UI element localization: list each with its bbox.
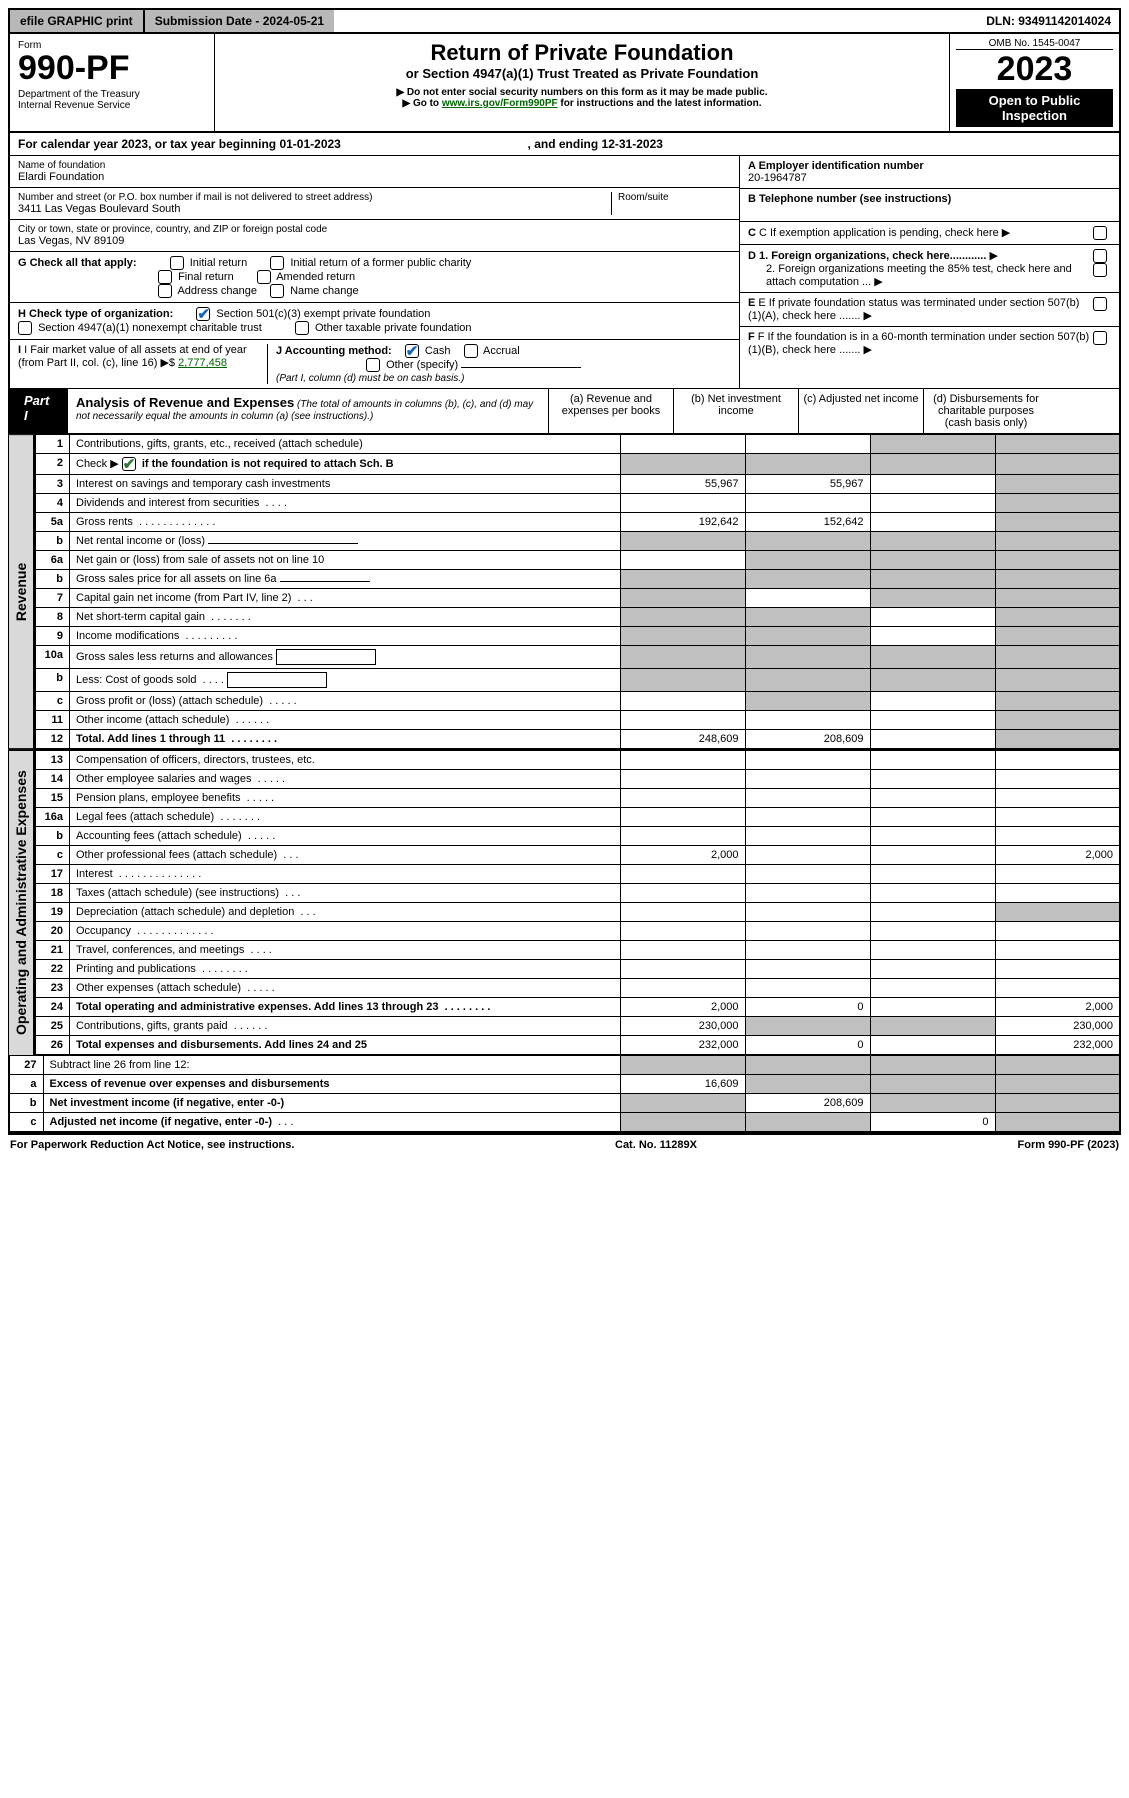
section-d: D 1. Foreign organizations, check here..… [740, 245, 1119, 293]
r24-d: 2,000 [995, 998, 1120, 1017]
amended-return-checkbox[interactable] [257, 270, 271, 284]
expenses-table: 13Compensation of officers, directors, t… [35, 750, 1121, 1055]
efile-print-button[interactable]: efile GRAPHIC print [10, 10, 145, 32]
name-label: Name of foundation [18, 160, 731, 171]
r16c-a: 2,000 [620, 846, 745, 865]
open-public-badge: Open to Public Inspection [956, 89, 1113, 127]
telephone-label: B Telephone number (see instructions) [748, 193, 1111, 205]
net-table: 27Subtract line 26 from line 12: aExcess… [8, 1055, 1121, 1133]
r25-a: 230,000 [620, 1017, 745, 1036]
part-label: Part I [10, 389, 68, 433]
other-taxable-checkbox[interactable] [295, 321, 309, 335]
name-change-checkbox[interactable] [270, 284, 284, 298]
city-label: City or town, state or province, country… [18, 224, 731, 235]
revenue-table: 1Contributions, gifts, grants, etc., rec… [35, 434, 1121, 749]
r26-b: 0 [745, 1036, 870, 1055]
cash-checkbox[interactable] [405, 344, 419, 358]
page-footer: For Paperwork Reduction Act Notice, see … [8, 1133, 1121, 1155]
r3-a: 55,967 [620, 475, 745, 494]
revenue-sidebar: Revenue [8, 434, 35, 749]
r25-d: 230,000 [995, 1017, 1120, 1036]
expenses-sidebar: Operating and Administrative Expenses [8, 750, 35, 1055]
cat-no: Cat. No. 11289X [615, 1139, 697, 1151]
other-method-checkbox[interactable] [366, 358, 380, 372]
r26-d: 232,000 [995, 1036, 1120, 1055]
col-a-header: (a) Revenue and expenses per books [548, 389, 673, 433]
foundation-name: Elardi Foundation [18, 171, 731, 183]
r27c-c: 0 [870, 1113, 995, 1133]
section-e: E E If private foundation status was ter… [740, 293, 1119, 327]
foreign-85-checkbox[interactable] [1093, 263, 1107, 277]
city-state-zip: Las Vegas, NV 89109 [18, 235, 731, 247]
r16c-d: 2,000 [995, 846, 1120, 865]
tax-year: 2023 [956, 50, 1113, 89]
r5a-a: 192,642 [620, 513, 745, 532]
exemption-pending-checkbox[interactable] [1093, 226, 1107, 240]
form-title: Return of Private Foundation [223, 40, 941, 66]
street-address: 3411 Las Vegas Boulevard South [18, 203, 611, 215]
status-terminated-checkbox[interactable] [1093, 297, 1107, 311]
form-block: Form 990-PF Department of the Treasury I… [10, 34, 215, 131]
address-label: Number and street (or P.O. box number if… [18, 192, 611, 203]
dln: DLN: 93491142014024 [978, 10, 1119, 32]
ein-value: 20-1964787 [748, 172, 1111, 184]
col-c-header: (c) Adjusted net income [798, 389, 923, 433]
sch-b-checkbox[interactable] [122, 457, 136, 471]
section-h: H Check type of organization: Section 50… [10, 303, 739, 340]
initial-public-checkbox[interactable] [270, 256, 284, 270]
col-d-header: (d) Disbursements for charitable purpose… [923, 389, 1048, 433]
60month-checkbox[interactable] [1093, 331, 1107, 345]
year-block: OMB No. 1545-0047 2023 Open to Public In… [949, 34, 1119, 131]
accrual-checkbox[interactable] [464, 344, 478, 358]
paperwork-notice: For Paperwork Reduction Act Notice, see … [10, 1139, 294, 1151]
section-c: C C If exemption application is pending,… [740, 222, 1119, 245]
irs-link[interactable]: www.irs.gov/Form990PF [442, 98, 558, 109]
col-b-header: (b) Net investment income [673, 389, 798, 433]
ein-label: A Employer identification number [748, 160, 1111, 172]
r24-a: 2,000 [620, 998, 745, 1017]
final-return-checkbox[interactable] [158, 270, 172, 284]
4947-checkbox[interactable] [18, 321, 32, 335]
r24-b: 0 [745, 998, 870, 1017]
fmv-link[interactable]: 2,777,458 [178, 357, 227, 369]
r27a-a: 16,609 [620, 1075, 745, 1094]
address-change-checkbox[interactable] [158, 284, 172, 298]
r12-a: 248,609 [620, 730, 745, 749]
calendar-year-bar: For calendar year 2023, or tax year begi… [8, 132, 1121, 156]
501c3-checkbox[interactable] [196, 307, 210, 321]
section-j: J Accounting method: Cash Accrual Other … [268, 344, 731, 384]
section-f: F F If the foundation is in a 60-month t… [740, 327, 1119, 360]
top-bar: efile GRAPHIC print Submission Date - 20… [8, 8, 1121, 34]
form-ref: Form 990-PF (2023) [1018, 1139, 1120, 1151]
form-title-block: Return of Private Foundation or Section … [215, 34, 949, 131]
r12-b: 208,609 [745, 730, 870, 749]
r3-b: 55,967 [745, 475, 870, 494]
form-number: 990-PF [18, 51, 206, 85]
r26-a: 232,000 [620, 1036, 745, 1055]
section-i: I I Fair market value of all assets at e… [18, 344, 268, 384]
initial-return-checkbox[interactable] [170, 256, 184, 270]
r27b-b: 208,609 [745, 1094, 870, 1113]
room-label: Room/suite [618, 192, 731, 203]
section-g: G Check all that apply: Initial return I… [10, 252, 739, 303]
foreign-org-checkbox[interactable] [1093, 249, 1107, 263]
submission-date: Submission Date - 2024-05-21 [145, 10, 334, 32]
part-i-header: Part I Analysis of Revenue and Expenses … [8, 389, 1121, 434]
r5a-b: 152,642 [745, 513, 870, 532]
entity-info: Name of foundation Elardi Foundation Num… [8, 156, 1121, 389]
